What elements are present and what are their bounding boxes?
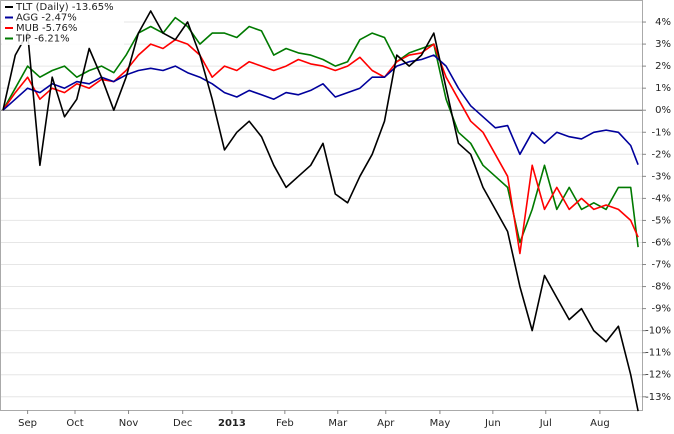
y-tick-label: -7% <box>652 260 671 271</box>
x-tick-label: Oct <box>66 418 83 429</box>
y-tick-label: -10% <box>645 326 671 337</box>
series-line <box>2 16 639 248</box>
legend-box <box>2 1 124 45</box>
legend-label: TIP -6.21% <box>15 34 70 45</box>
series-line <box>2 54 639 165</box>
x-tick-label: Feb <box>276 418 294 429</box>
y-tick-label: -2% <box>652 149 671 160</box>
y-tick-label: -5% <box>652 215 671 226</box>
y-tick-label: 4% <box>655 17 671 28</box>
y-tick-label: -1% <box>652 127 671 138</box>
x-tick-label: Dec <box>173 418 192 429</box>
x-tick-label: Jul <box>539 418 552 429</box>
y-tick-label: -3% <box>652 171 671 182</box>
y-tick-label: -12% <box>645 370 671 381</box>
legend-label: MUB -5.76% <box>16 23 77 34</box>
legend-label: TLT (Daily) -13.65% <box>15 2 114 13</box>
y-tick-label: 1% <box>655 83 671 94</box>
legend: TLT (Daily) -13.65%AGG -2.47%MUB -5.76%T… <box>2 1 124 45</box>
series-line <box>2 10 639 412</box>
x-tick-label: Aug <box>590 418 610 429</box>
y-tick-label: -4% <box>652 193 671 204</box>
y-tick-label: 2% <box>655 61 671 72</box>
y-tick-label: -6% <box>652 237 671 248</box>
legend-label: AGG -2.47% <box>16 13 77 24</box>
y-tick-label: 3% <box>655 39 671 50</box>
y-tick-label: -13% <box>645 392 671 403</box>
x-tick-label: Nov <box>119 418 139 429</box>
y-tick-label: -8% <box>652 282 671 293</box>
x-tick-label: Mar <box>328 418 348 429</box>
y-tick-label: -11% <box>645 348 671 359</box>
x-tick-label: Sep <box>18 418 37 429</box>
y-tick-label: 0% <box>655 105 671 116</box>
y-tick-label: -9% <box>652 304 671 315</box>
x-tick-label: 2013 <box>218 418 246 429</box>
x-tick-label: May <box>430 418 451 429</box>
x-tick-label: Jun <box>484 418 501 429</box>
x-tick-label: Apr <box>377 418 395 429</box>
